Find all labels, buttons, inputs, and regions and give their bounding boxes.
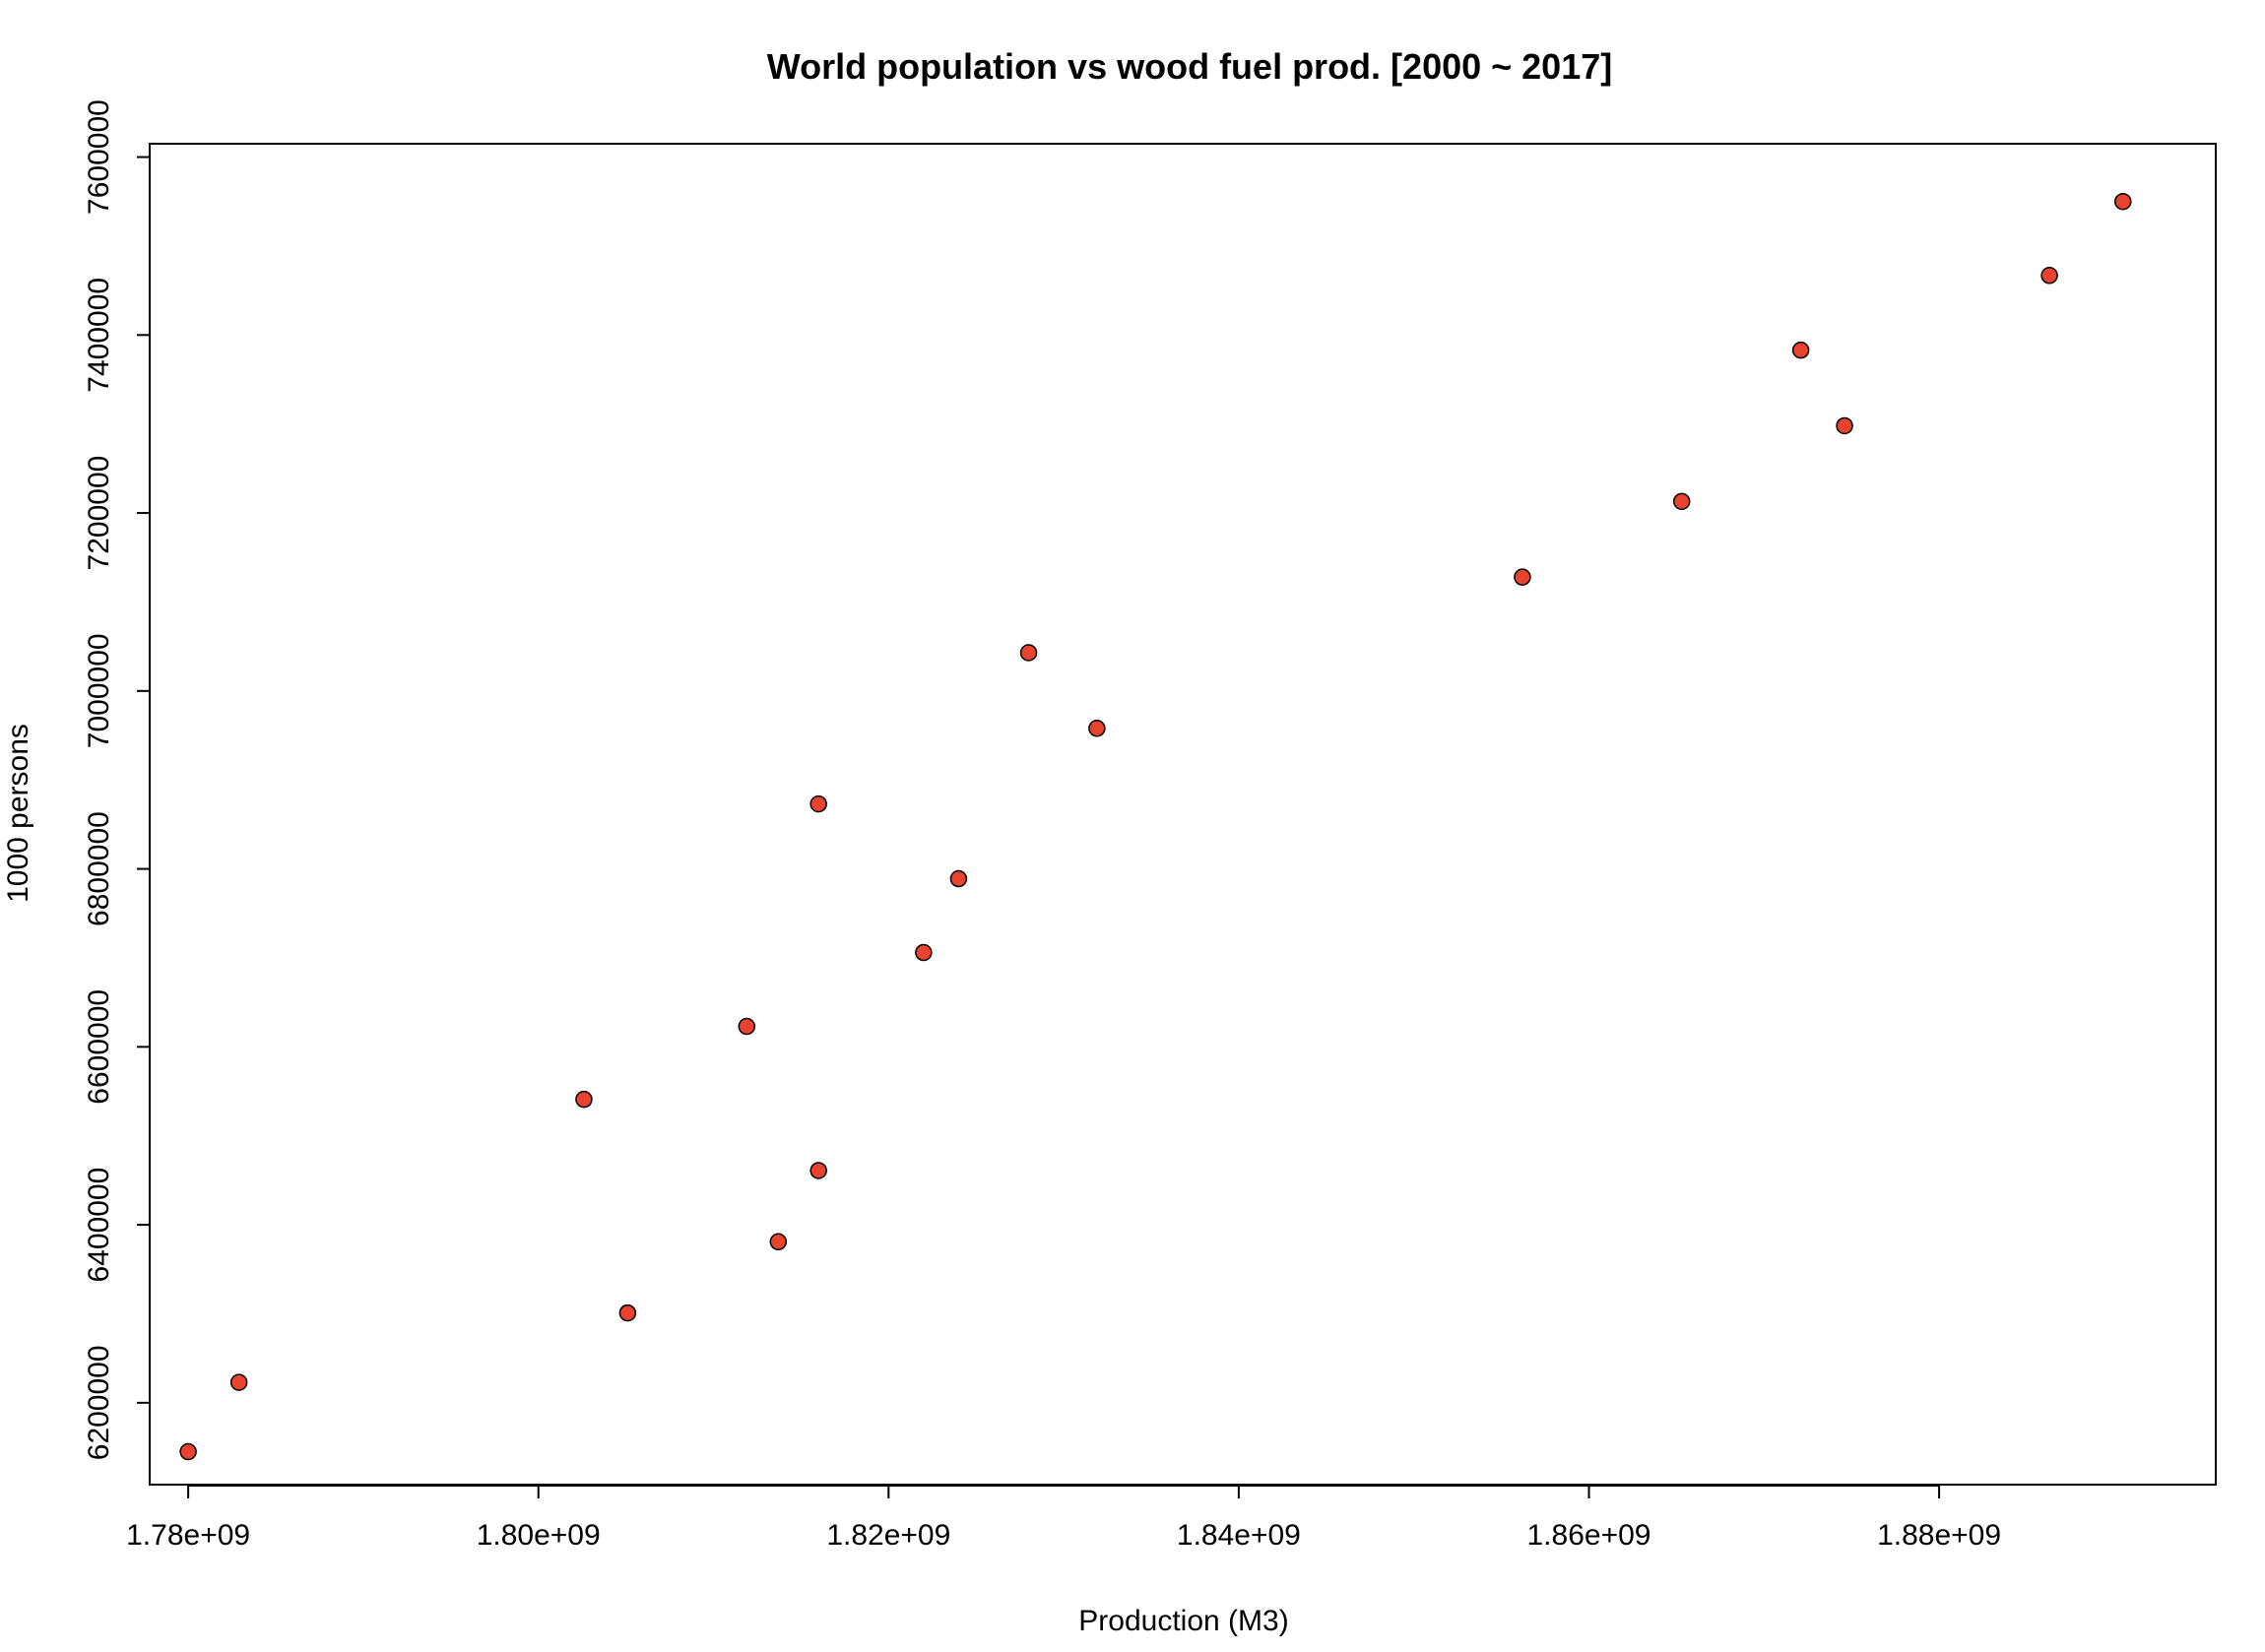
data-point (575, 1090, 593, 1109)
data-point (1672, 492, 1691, 511)
x-tick-label: 1.88e+09 (1877, 1519, 2001, 1552)
data-point (2114, 192, 2132, 211)
data-point (229, 1373, 248, 1391)
data-point (809, 794, 827, 813)
data-point (769, 1233, 788, 1251)
y-tick-label: 6400000 (83, 1168, 115, 1283)
data-point (1088, 720, 1106, 737)
data-point (1514, 568, 1531, 586)
x-axis-label: Production (M3) (1078, 1605, 1288, 1637)
data-point (738, 1017, 756, 1036)
y-tick-label: 7400000 (83, 278, 115, 393)
y-tick-label: 7000000 (83, 633, 115, 748)
y-tick-label: 6600000 (83, 989, 115, 1105)
plot-frame (149, 143, 2217, 1486)
data-point (1791, 341, 1810, 359)
data-point (949, 869, 968, 888)
y-tick-label: 7200000 (83, 456, 115, 571)
chart-title: World population vs wood fuel prod. [200… (767, 46, 1612, 87)
data-point (179, 1442, 197, 1461)
y-tick-label: 6800000 (83, 811, 115, 926)
x-tick-label: 1.78e+09 (126, 1519, 250, 1552)
data-points (179, 192, 2132, 1461)
x-tick-label: 1.84e+09 (1177, 1519, 1301, 1552)
x-tick-label: 1.80e+09 (477, 1519, 601, 1552)
x-axis: 1.78e+09 1.80e+09 1.82e+09 1.84e+09 1.86e+09… (126, 1485, 2001, 1552)
y-axis: 6200000 6400000 6600000 6800000 7000000 72000… (83, 99, 151, 1460)
y-axis-label: 1000 persons (2, 724, 34, 903)
data-point (809, 1162, 827, 1179)
y-tick-label: 6200000 (83, 1345, 115, 1460)
y-tick-label: 7600000 (83, 99, 115, 215)
data-point (915, 943, 933, 962)
data-point (2040, 267, 2058, 285)
x-tick-label: 1.86e+09 (1527, 1519, 1651, 1552)
data-point (618, 1303, 637, 1322)
data-point (1836, 416, 1853, 435)
data-point (1019, 644, 1038, 662)
x-tick-label: 1.82e+09 (826, 1519, 950, 1552)
